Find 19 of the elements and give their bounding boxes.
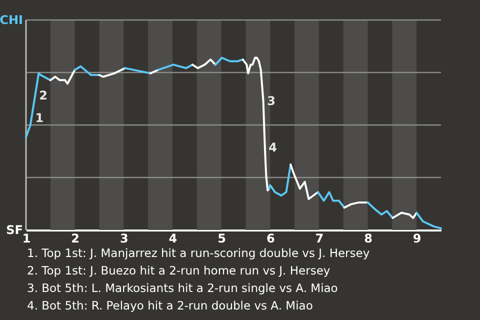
x-tick-label: 5 bbox=[218, 232, 226, 246]
annotation: 4 bbox=[268, 140, 277, 154]
text: 4. Bot 5th: R. Pelayo hit a 2-run double vs A. Miao bbox=[27, 298, 313, 312]
x-tick-label: 2 bbox=[71, 232, 80, 246]
text: 1. Top 1st: J. Manjarrez hit a run-scoring double vs J. Hersey bbox=[27, 246, 370, 260]
x-tick-label: 3 bbox=[120, 232, 128, 246]
x-tick-label: 8 bbox=[364, 232, 372, 246]
annotation: 2 bbox=[39, 88, 48, 103]
text: 2. Top 1st: J. Buezo hit a 2-run home run vs J. Hersey bbox=[27, 264, 330, 278]
x-tick-label: 7 bbox=[315, 232, 324, 246]
annotation: 3 bbox=[267, 94, 276, 108]
text: SF bbox=[6, 223, 23, 237]
text: CHI bbox=[0, 13, 23, 27]
x-tick-label: 9 bbox=[412, 232, 422, 246]
x-tick-label: 4 bbox=[168, 232, 178, 246]
x-tick-label: 6 bbox=[266, 232, 275, 246]
text: 3. Bot 5th: L. Markosiants hit a 2-run single vs A. Miao bbox=[27, 281, 338, 295]
annotation: 1 bbox=[35, 111, 44, 126]
x-tick-label: 1 bbox=[22, 232, 31, 246]
